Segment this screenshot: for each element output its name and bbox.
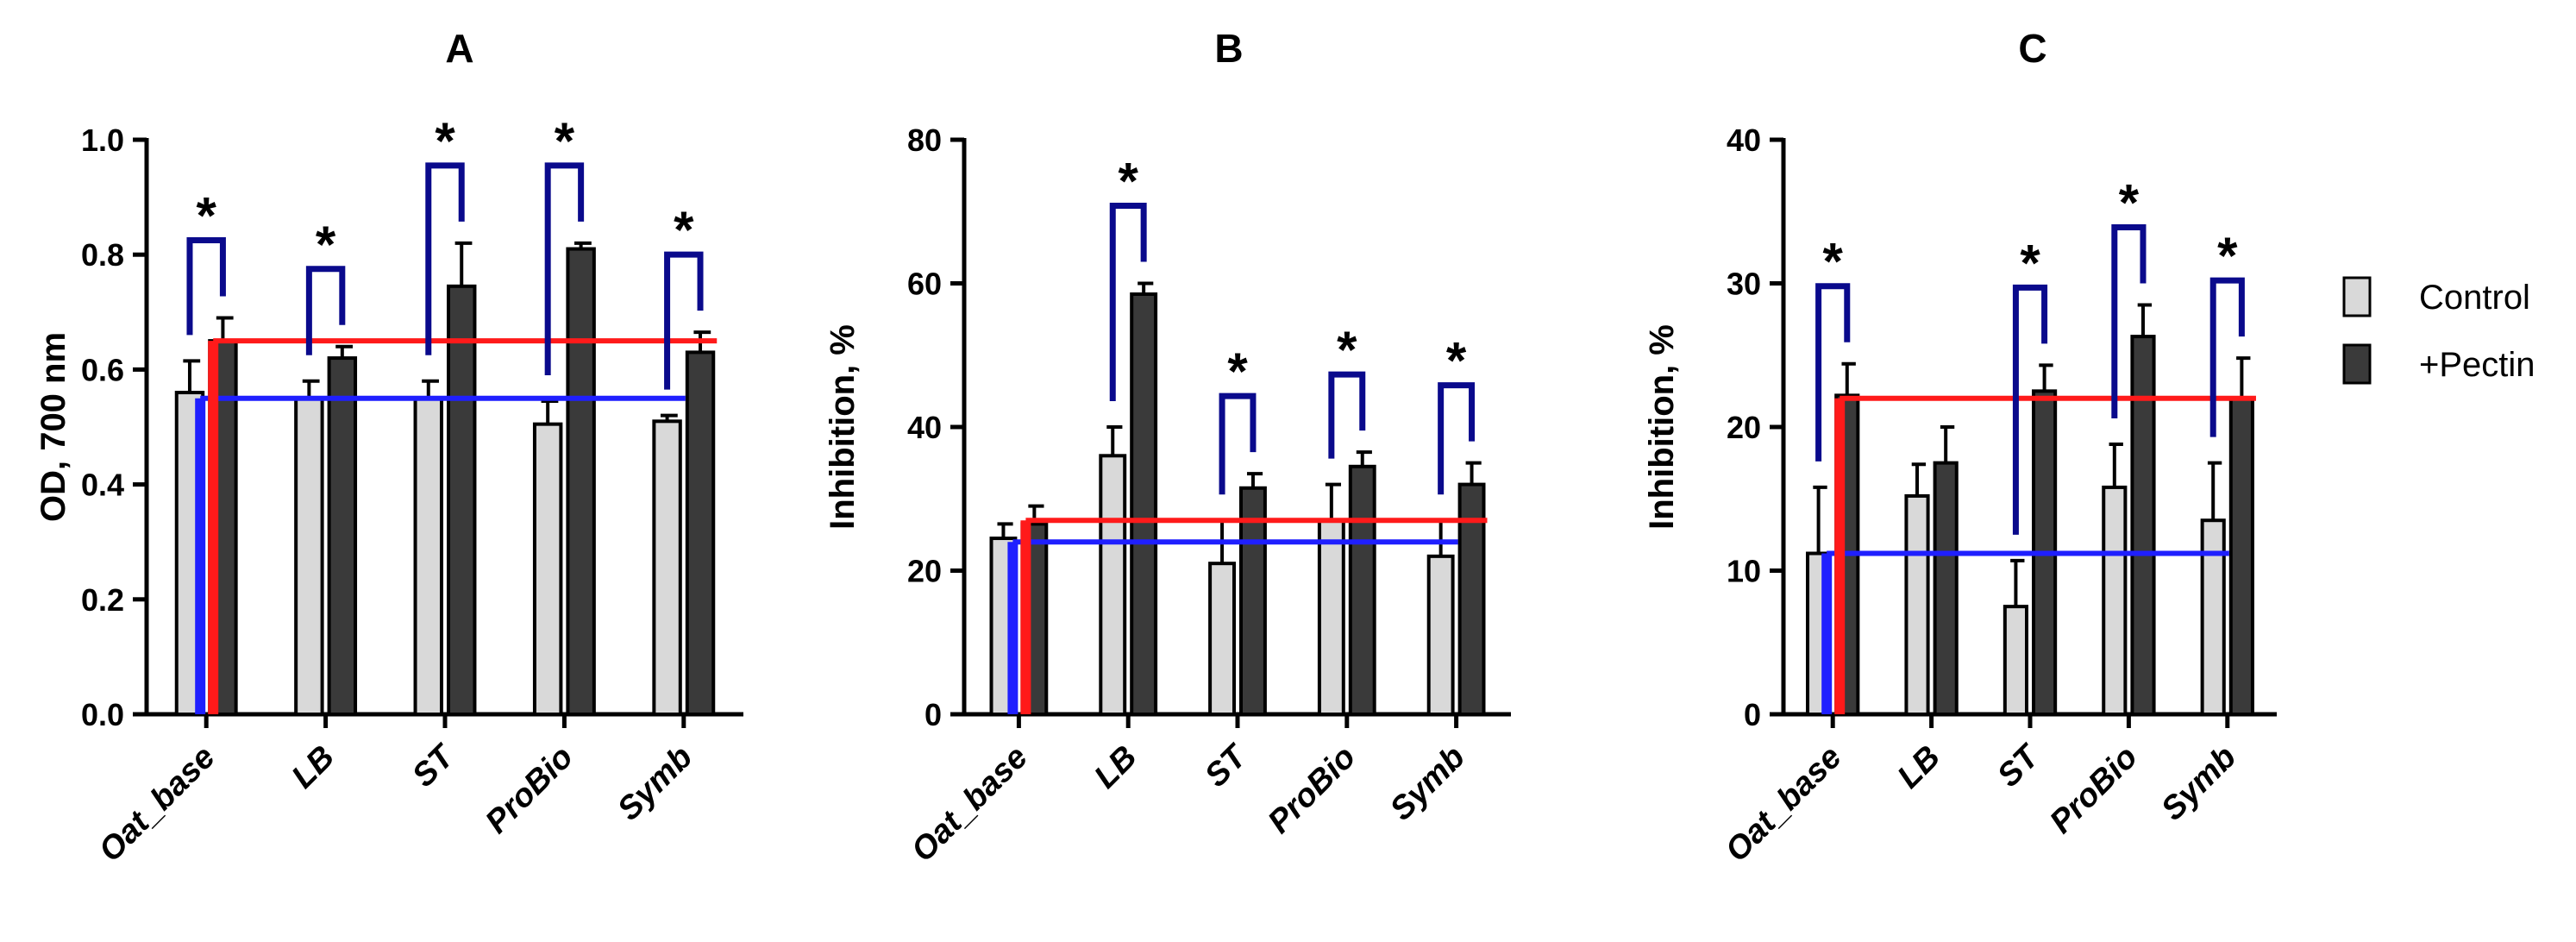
bar-control — [2003, 605, 2029, 716]
y-tick-label: 1.0 — [81, 122, 124, 158]
bar-pectin — [2228, 396, 2254, 716]
bar-control — [652, 419, 682, 716]
significance-star: * — [1119, 153, 1139, 210]
x-tick-label: Oat_base — [1719, 739, 1849, 870]
significance-star: * — [435, 112, 455, 170]
legend-label-pectin: +Pectin — [2419, 346, 2535, 384]
y-tick-label: 80 — [907, 122, 942, 158]
y-tick-label: 0 — [1744, 697, 1761, 732]
bar-control — [2200, 518, 2226, 716]
bar-control — [1317, 518, 1345, 716]
chart-panel-c: C Inhibition, % 0 10 20 30 40 Oat_base LB STProBi… — [1643, 26, 2277, 869]
significance-star: * — [2020, 234, 2040, 292]
x-tick-label: ProBio — [2043, 739, 2145, 841]
y-tick-label: 0.4 — [81, 468, 124, 503]
significance-star: * — [1823, 233, 1844, 291]
bar-control — [1904, 493, 1930, 716]
chart-panel-b: B Inhibition, % 0 20 40 60 80 Oat_base LB ST ProBi… — [824, 26, 1511, 869]
y-tick-label: 30 — [1727, 267, 1761, 302]
panel-title: C — [2018, 26, 2046, 71]
bar-pectin — [685, 350, 716, 716]
significance-bracket — [186, 236, 226, 336]
y-tick-label: 40 — [907, 410, 942, 445]
x-tick-label: Symb — [2154, 739, 2243, 828]
y-tick-label: 0.2 — [81, 582, 124, 618]
y-axis-title: Inhibition, % — [1643, 324, 1681, 530]
significance-star: * — [674, 201, 694, 259]
x-tick-label: ST — [1990, 738, 2047, 794]
y-axis-title: Inhibition, % — [824, 324, 862, 530]
panel-title: B — [1214, 26, 1243, 71]
bar-pectin — [1348, 464, 1376, 716]
significance-bracket — [2209, 277, 2245, 437]
significance-star: * — [2217, 227, 2238, 285]
bar-control — [1426, 554, 1455, 716]
x-tick-label: ProBio — [1261, 739, 1363, 841]
significance-bracket — [1328, 371, 1366, 459]
y-tick-label: 20 — [1727, 410, 1761, 445]
x-tick-label: ST — [1198, 738, 1255, 794]
y-tick-label: 40 — [1727, 122, 1761, 158]
bar-pectin — [447, 284, 477, 716]
x-tick-label: ProBio — [479, 739, 580, 841]
legend-swatch-control — [2342, 276, 2372, 317]
significance-bracket — [1815, 283, 1851, 462]
y-tick-label: 20 — [907, 554, 942, 589]
x-tick-label: ST — [405, 738, 462, 794]
significance-bracket — [1438, 382, 1476, 495]
y-tick-label: 60 — [907, 267, 942, 302]
significance-star: * — [555, 112, 575, 170]
legend: Control +Pectin — [2342, 276, 2535, 385]
x-tick-label: LB — [1890, 739, 1947, 796]
y-tick-label: 0.8 — [81, 237, 124, 273]
significance-star: * — [197, 186, 217, 244]
x-tick-label: Oat_base — [92, 739, 223, 870]
y-tick-label: 10 — [1727, 554, 1761, 589]
y-tick-label: 0 — [924, 697, 942, 732]
panel-title: A — [445, 26, 473, 71]
bar-control — [1208, 562, 1237, 716]
bar-pectin — [1933, 461, 1959, 716]
chart-panel-a: A OD, 700 nm 0.0 0.2 0.4 0.6 0.8 1.0 Oat_base LB S… — [34, 26, 743, 869]
bar-pectin — [1239, 486, 1267, 716]
significance-star: * — [1337, 321, 1357, 379]
x-tick-label: Symb — [611, 739, 699, 828]
legend-label-control: Control — [2419, 279, 2530, 317]
bar-control — [413, 396, 444, 716]
x-tick-label: Oat_base — [905, 739, 1035, 870]
y-tick-label: 0.0 — [81, 697, 124, 732]
legend-swatch-pectin — [2342, 343, 2372, 385]
bar-pectin — [2130, 335, 2156, 716]
bar-pectin — [1130, 292, 1158, 716]
x-tick-label: LB — [285, 739, 342, 796]
significance-bracket — [425, 162, 465, 355]
significance-bracket — [544, 162, 585, 376]
y-axis-title: OD, 700 nm — [34, 332, 72, 522]
bar-control — [294, 396, 324, 716]
significance-star: * — [316, 216, 336, 273]
bar-control — [2102, 485, 2128, 716]
significance-bracket — [2111, 223, 2147, 418]
significance-bracket — [1219, 392, 1257, 495]
bar-pectin — [327, 356, 358, 716]
significance-bracket — [2012, 284, 2048, 535]
bar-control — [532, 422, 563, 716]
y-tick-label: 0.6 — [81, 352, 124, 387]
significance-star: * — [2119, 173, 2140, 231]
x-tick-label: Symb — [1383, 739, 1472, 828]
significance-star: * — [1227, 342, 1248, 400]
bar-control — [1099, 454, 1127, 716]
bar-pectin — [566, 247, 596, 717]
significance-bracket — [664, 251, 704, 390]
x-tick-label: LB — [1087, 739, 1144, 796]
significance-bracket — [305, 266, 346, 355]
significance-star: * — [1446, 332, 1467, 390]
significance-bracket — [1109, 203, 1147, 401]
